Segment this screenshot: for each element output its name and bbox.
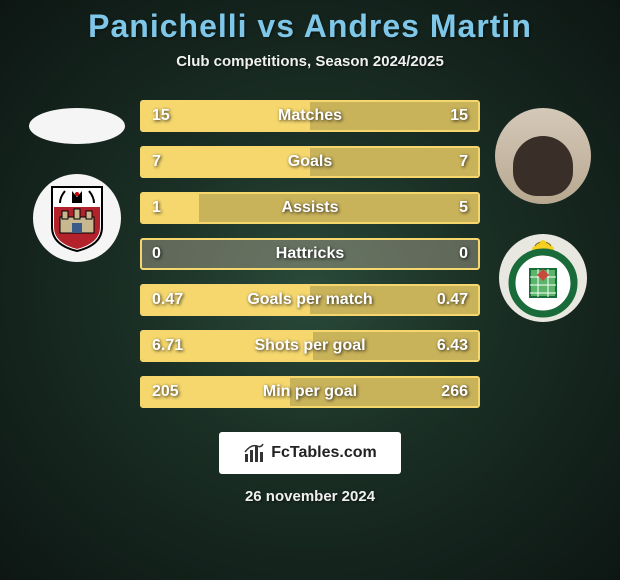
stat-row: 0.47 Goals per match 0.47 — [140, 284, 480, 316]
player-avatar-right — [495, 108, 591, 204]
racing-crest-icon — [508, 237, 578, 319]
stat-value-left: 1 — [152, 199, 161, 217]
stat-value-right: 15 — [450, 107, 468, 125]
mirandes-crest-icon — [48, 183, 106, 253]
page-title: Panichelli vs Andres Martin — [88, 8, 532, 45]
stat-row: 1 Assists 5 — [140, 192, 480, 224]
stat-value-right: 0.47 — [437, 291, 468, 309]
stat-fill-right — [310, 148, 478, 176]
stat-value-right: 6.43 — [437, 337, 468, 355]
stat-row: 0 Hattricks 0 — [140, 238, 480, 270]
footer-date: 26 november 2024 — [245, 488, 375, 505]
stat-label: Assists — [282, 199, 339, 217]
site-name: FcTables.com — [271, 444, 377, 462]
stat-value-right: 266 — [441, 383, 468, 401]
stat-value-left: 7 — [152, 153, 161, 171]
stat-value-left: 0.47 — [152, 291, 183, 309]
stat-value-left: 6.71 — [152, 337, 183, 355]
stat-label: Goals — [288, 153, 332, 171]
club-badge-mirandes — [33, 174, 121, 262]
bar-chart-icon — [243, 442, 265, 464]
stat-fill-left — [142, 194, 199, 222]
stat-label: Hattricks — [276, 245, 344, 263]
stat-value-right: 7 — [459, 153, 468, 171]
stat-row: 15 Matches 15 — [140, 100, 480, 132]
content-wrapper: Panichelli vs Andres Martin Club competi… — [0, 0, 620, 580]
stat-row: 6.71 Shots per goal 6.43 — [140, 330, 480, 362]
club-badge-racing — [499, 234, 587, 322]
left-column — [22, 100, 132, 262]
stat-fill-left — [142, 148, 310, 176]
right-column — [488, 100, 598, 322]
page-subtitle: Club competitions, Season 2024/2025 — [176, 53, 444, 70]
stat-row: 7 Goals 7 — [140, 146, 480, 178]
site-logo[interactable]: FcTables.com — [219, 432, 401, 474]
stat-fill-right — [199, 194, 478, 222]
stat-value-left: 205 — [152, 383, 179, 401]
stat-label: Shots per goal — [254, 337, 365, 355]
stat-value-right: 0 — [459, 245, 468, 263]
player-avatar-left — [29, 108, 125, 144]
stats-bars: 15 Matches 15 7 Goals 7 1 Assists 5 0 Hattricks 0 0.… — [140, 100, 480, 408]
main-area: 15 Matches 15 7 Goals 7 1 Assists 5 0 Hattricks 0 0.… — [0, 100, 620, 408]
stat-label: Goals per match — [247, 291, 372, 309]
stat-value-left: 15 — [152, 107, 170, 125]
stat-value-right: 5 — [459, 199, 468, 217]
stat-label: Matches — [278, 107, 342, 125]
stat-row: 205 Min per goal 266 — [140, 376, 480, 408]
stat-value-left: 0 — [152, 245, 161, 263]
stat-label: Min per goal — [263, 383, 357, 401]
